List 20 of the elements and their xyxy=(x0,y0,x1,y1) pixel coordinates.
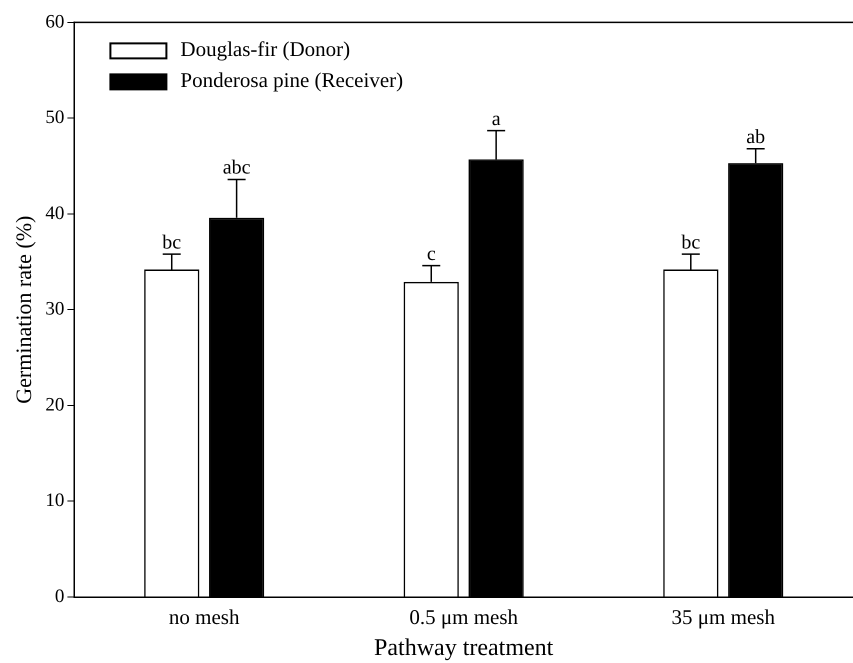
x-tick-label: no mesh xyxy=(168,605,240,630)
y-tick-label: 0 xyxy=(54,586,64,607)
x-tick-label: 35 μm mesh xyxy=(672,605,776,630)
annotation: bc xyxy=(681,231,700,254)
annotation: ab xyxy=(746,126,766,148)
y-tick-label: 10 xyxy=(45,490,64,512)
annotation: a xyxy=(492,108,501,130)
y-tick-label: 50 xyxy=(45,107,64,128)
annotation: c xyxy=(426,242,436,265)
annotation: abc xyxy=(222,156,251,179)
y-axis-title: Germination rate (%) xyxy=(10,216,36,404)
annotation: bc xyxy=(162,231,182,254)
x-tick-label: 0.5 μm mesh xyxy=(409,605,519,630)
y-tick-label: 40 xyxy=(45,202,64,224)
legend-label: Ponderosa pine (Receiver) xyxy=(180,68,404,92)
y-tick-label: 30 xyxy=(45,298,64,320)
legend-label: Douglas-fir (Donor) xyxy=(180,36,350,61)
y-tick-label: 60 xyxy=(45,11,64,32)
x-axis-title: Pathway treatment xyxy=(374,634,554,661)
y-tick-label: 20 xyxy=(45,394,64,416)
